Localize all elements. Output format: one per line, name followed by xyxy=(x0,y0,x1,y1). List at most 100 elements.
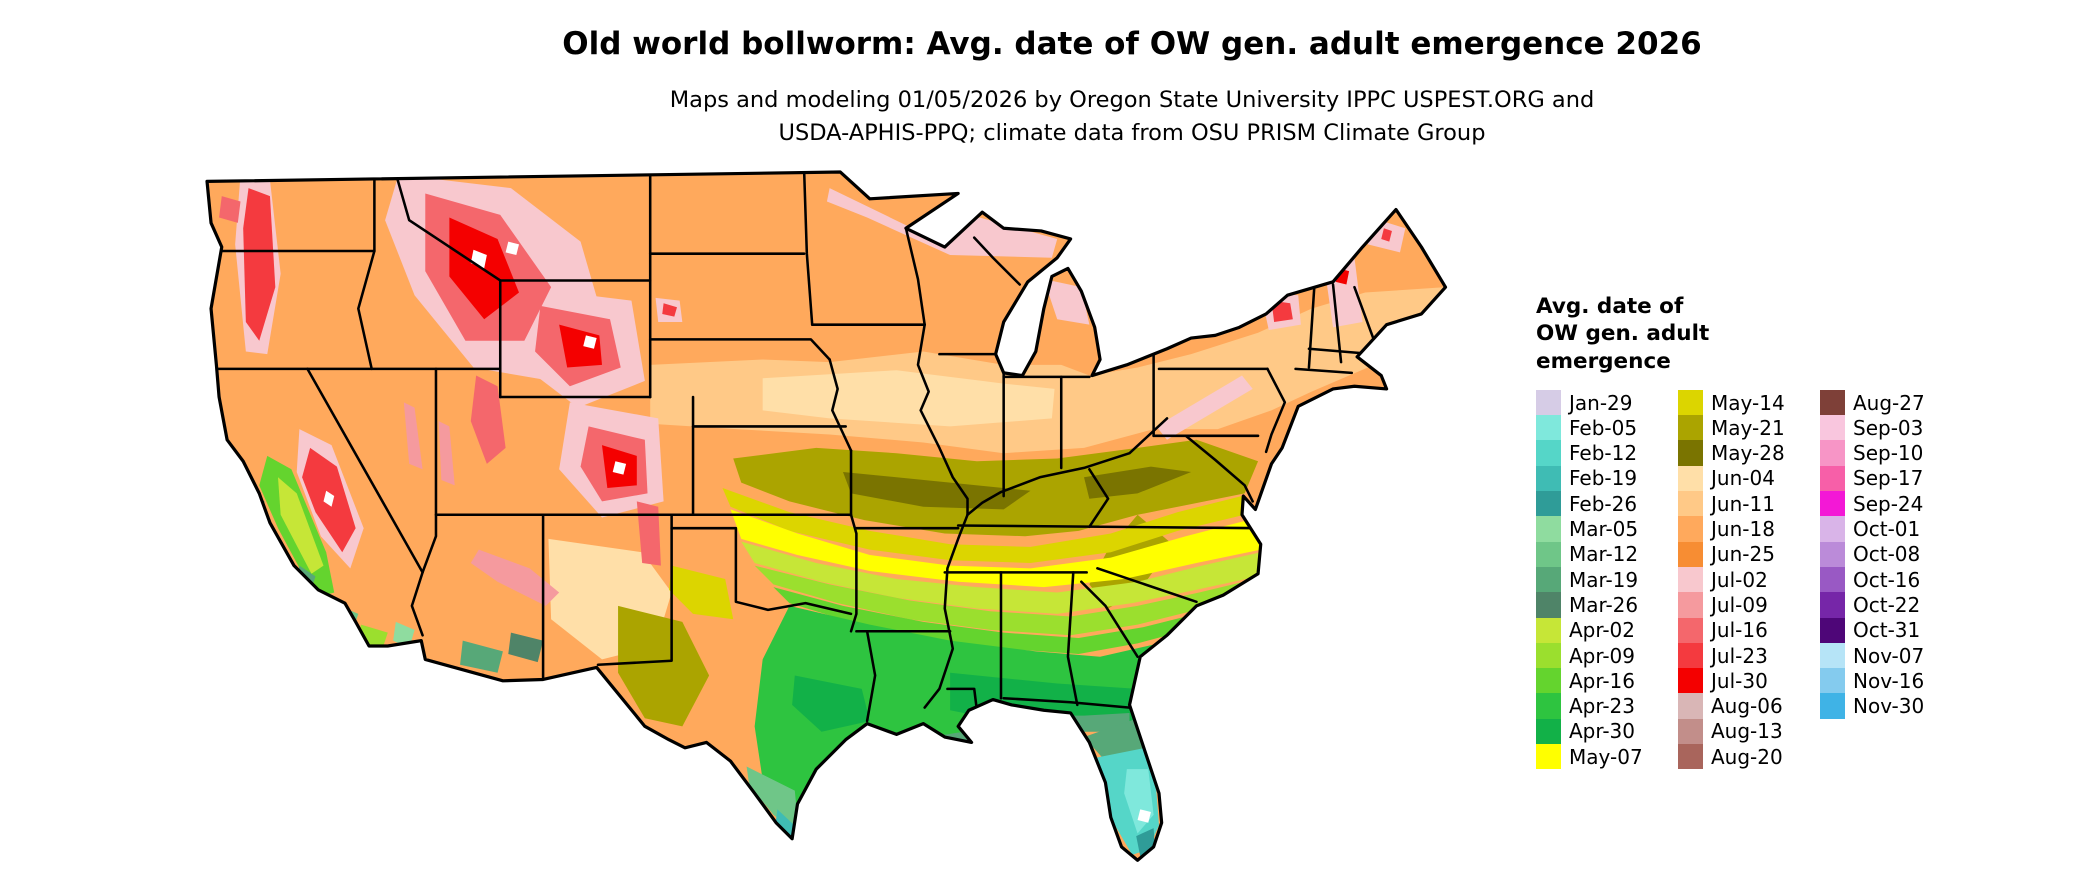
map-zone-May-07 xyxy=(730,509,1261,588)
legend-item: Apr-23 xyxy=(1536,693,1678,719)
map-zone-Jul-09 xyxy=(438,421,455,486)
map-zone-Jul-30 xyxy=(559,324,602,368)
legend-swatch xyxy=(1536,389,1561,416)
map-zone-Jul-23 xyxy=(1381,228,1392,242)
map-zone-Jul-16 xyxy=(636,501,661,566)
state-border xyxy=(391,172,502,282)
legend-label: Feb-26 xyxy=(1569,491,1638,516)
legend-label: Sep-03 xyxy=(1853,415,1924,440)
legend-title-line-2: OW gen. adult xyxy=(1536,321,1710,347)
legend-label: Aug-20 xyxy=(1711,744,1783,769)
legend-label: Apr-02 xyxy=(1569,618,1635,643)
us-map-svg xyxy=(205,170,1448,862)
state-border xyxy=(1307,285,1316,369)
legend-label: Nov-16 xyxy=(1853,668,1925,693)
state-border xyxy=(1080,580,1139,658)
state-border xyxy=(1096,567,1198,604)
state-border xyxy=(972,236,1022,286)
map-zone-Jul-23 xyxy=(243,188,276,341)
state-border xyxy=(670,526,853,616)
legend-swatch xyxy=(1678,592,1703,618)
map-zone-Apr-09 xyxy=(754,565,1256,636)
legend-item: Feb-19 xyxy=(1536,465,1678,492)
legend-label: Oct-22 xyxy=(1853,592,1921,617)
legend-item: May-21 xyxy=(1678,415,1820,441)
legend-swatch xyxy=(1536,592,1561,618)
legend-item: Nov-30 xyxy=(1820,693,1925,719)
legend-label: Jul-30 xyxy=(1711,668,1768,693)
legend-swatch xyxy=(1820,693,1845,719)
legend-label: Sep-10 xyxy=(1853,441,1924,466)
map-zone-Jul-16 xyxy=(470,375,506,464)
state-borders xyxy=(216,172,1375,723)
legend-swatch xyxy=(1678,415,1703,441)
legend-label: Jul-16 xyxy=(1711,618,1768,643)
state-border xyxy=(904,226,926,326)
legend-label: May-21 xyxy=(1711,415,1785,440)
legend-swatch xyxy=(1536,491,1561,517)
legend-label: Aug-13 xyxy=(1711,719,1783,744)
legend-label: Oct-08 xyxy=(1853,542,1921,567)
legend-label: May-14 xyxy=(1711,390,1785,415)
legend-swatch xyxy=(1536,516,1561,542)
map-zone-Apr-02 xyxy=(741,541,1261,614)
legend-label: May-28 xyxy=(1711,441,1785,466)
legend-label: Apr-30 xyxy=(1569,719,1635,744)
map-zone-Mar-12 xyxy=(746,766,799,834)
legend-item: May-14 xyxy=(1678,389,1820,416)
legend-swatch xyxy=(1678,642,1703,669)
map-zone-Mar-26 xyxy=(508,632,544,663)
legend-item: Apr-30 xyxy=(1536,718,1678,745)
map-zone-Apr-02 xyxy=(277,477,324,574)
legend-item: Jul-02 xyxy=(1678,566,1820,593)
legend-label: Oct-01 xyxy=(1853,517,1921,542)
state-border xyxy=(865,630,877,723)
state-border xyxy=(802,172,814,326)
no-data-patch xyxy=(1137,809,1151,823)
legend-swatch xyxy=(1820,592,1845,618)
legend-label: Aug-06 xyxy=(1711,694,1783,719)
state-border xyxy=(1088,467,1110,529)
legend-swatch xyxy=(1536,718,1561,745)
map-zone-Jul-23 xyxy=(662,303,677,317)
legend-swatch xyxy=(1678,718,1703,745)
legend-swatch xyxy=(1820,642,1845,669)
legend-label: Nov-30 xyxy=(1853,694,1925,719)
legend-label: Jun-11 xyxy=(1711,491,1775,516)
map-zone-Jul-02 xyxy=(826,188,1058,258)
legend-label: May-07 xyxy=(1569,744,1643,769)
state-border xyxy=(1264,367,1287,454)
legend-swatch xyxy=(1820,617,1845,643)
legend-swatch xyxy=(1536,415,1561,441)
legend-label: Jul-02 xyxy=(1711,567,1768,592)
legend-swatch xyxy=(1820,541,1845,567)
legend-item: Nov-16 xyxy=(1820,668,1925,694)
legend-swatch xyxy=(1536,744,1561,770)
legend-item: Feb-05 xyxy=(1536,415,1678,441)
legend-item: Oct-01 xyxy=(1820,516,1925,542)
legend-swatch xyxy=(1678,744,1703,770)
state-border xyxy=(1294,367,1354,375)
legend-swatch xyxy=(1678,541,1703,567)
state-border xyxy=(828,358,853,452)
legend-swatch xyxy=(1820,668,1845,694)
legend-title: Avg. date of OW gen. adult emergence xyxy=(1536,293,1925,375)
map-zone-May-28 xyxy=(843,471,1031,510)
legend-swatch xyxy=(1536,617,1561,643)
subtitle-line-2: USDA-APHIS-PPQ; climate data from OSU PR… xyxy=(778,119,1486,146)
legend-label: Jun-18 xyxy=(1711,517,1775,542)
map-fill-layers xyxy=(207,172,1446,861)
legend-label: Apr-23 xyxy=(1569,694,1635,719)
state-border xyxy=(357,172,376,371)
legend-item: Jul-16 xyxy=(1678,617,1820,643)
state-border xyxy=(1184,434,1254,503)
state-border xyxy=(306,367,424,637)
legend-item: Jul-30 xyxy=(1678,668,1820,694)
legend-swatch xyxy=(1820,389,1845,416)
legend-item: Jun-25 xyxy=(1678,541,1820,567)
legend-label: Feb-12 xyxy=(1569,441,1638,466)
map-zone-Mar-26 xyxy=(845,737,953,778)
legend-swatch xyxy=(1536,642,1561,669)
legend-item: Aug-06 xyxy=(1678,693,1820,719)
map-subtitle: Maps and modeling 01/05/2026 by Oregon S… xyxy=(670,84,1595,149)
